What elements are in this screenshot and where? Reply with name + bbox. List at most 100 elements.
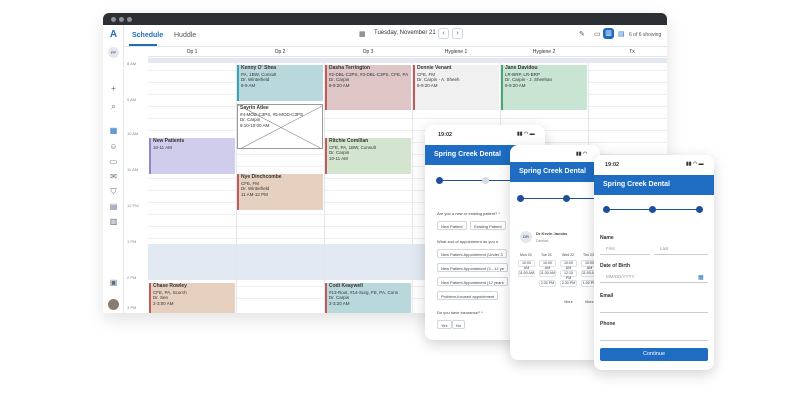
progress-step <box>482 177 489 184</box>
appointment-detail: 8-9:20 AM <box>417 82 438 88</box>
time-label: 3 PM <box>127 305 137 310</box>
progress-step <box>563 195 570 202</box>
column-header: Op 3 <box>362 49 374 55</box>
phone-header: Spring Creek Dental <box>510 162 600 182</box>
appointment-card[interactable]: Codi Keaywell #13-Root, #14-Surg, FE, PA… <box>325 283 411 313</box>
appointment-detail: 9:10-10:00 AM <box>240 122 270 128</box>
appointment-card[interactable]: New Patients 10-11 AM <box>149 138 235 174</box>
screen-icon[interactable]: ▣ <box>109 278 118 287</box>
doctor-role: Dentist <box>536 238 549 243</box>
appointment-option[interactable]: New Patient Appointment (12 years <box>437 277 508 286</box>
continue-button[interactable]: Continue <box>600 348 708 361</box>
column-header: Op 1 <box>186 49 198 55</box>
phone-mockup-3: 19:02 ▮▮ ◠ ▬ Spring Creek Dental Name Fir… <box>594 155 714 370</box>
schedule-grid: Kenny O' Shea PA, 1BW, Consult Dr. Winte… <box>148 58 667 313</box>
appointment-card[interactable]: Dasha Terrington #2-DBL-C3PS, #3-DBL-C3P… <box>325 65 411 110</box>
chat-icon[interactable]: ▭ <box>109 157 118 166</box>
appointment-option[interactable]: Problem-focused appointment <box>437 291 499 300</box>
phone-mockup-2: ▮▮ ◠ Spring Creek Dental DR Dr Kevin Jac… <box>510 145 600 360</box>
appointment-name: Kenny O' Shea <box>241 65 277 71</box>
appointment-card[interactable]: Chase Rowley CFE, PA, Scorch Dr. Sen 2-3… <box>149 283 235 313</box>
chart-icon[interactable]: ▥ <box>109 217 118 226</box>
more-link[interactable]: More <box>564 300 573 304</box>
tab-schedule[interactable]: Schedule <box>132 32 164 39</box>
email-field[interactable] <box>600 301 708 313</box>
calendar-icon[interactable]: ▦ <box>359 31 366 38</box>
time-slot[interactable]: 11:30 AM <box>539 270 556 277</box>
add-icon[interactable]: + <box>111 84 116 93</box>
date-label[interactable]: Tuesday, November 21 <box>374 30 436 36</box>
cancelled-cross-icon <box>238 105 322 148</box>
progress-step <box>517 195 524 202</box>
existing-patient-option[interactable]: Existing Patient <box>470 221 506 230</box>
progress-line <box>520 198 600 199</box>
status-bar: 19:02 ▮▮ ◠ ▬ <box>425 125 545 139</box>
mail-icon[interactable]: ✉ <box>110 172 117 181</box>
appointment-detail: LR-BRP, LR-BRP <box>505 71 540 77</box>
progress-step <box>436 177 443 184</box>
status-time: 19:02 <box>605 162 620 168</box>
tab-huddle[interactable]: Huddle <box>174 32 197 39</box>
appointment-card[interactable]: Nye Dinchcombe CFE, FM Dr. Winterfield 1… <box>237 174 323 210</box>
status-bar: 19:02 ▮▮ ◠ ▬ <box>594 155 714 169</box>
time-label: 12 PM <box>127 203 139 208</box>
dob-field[interactable]: MM/DD/YYYY <box>600 271 708 283</box>
time-slot[interactable]: 10:00 AM <box>518 260 535 270</box>
signal-icon: ▮▮ ◠ ▬ <box>686 161 704 167</box>
app-logo-icon[interactable]: A <box>109 29 118 40</box>
time-slot[interactable]: 2:30 PM <box>539 280 556 287</box>
appointment-card[interactable]: Kenny O' Shea PA, 1BW, Consult Dr. Winte… <box>237 65 323 101</box>
first-name-field[interactable]: First <box>600 243 650 255</box>
progress-step <box>696 206 703 213</box>
shield-icon[interactable]: ⛉ <box>110 186 117 196</box>
window-dot[interactable] <box>119 17 124 22</box>
search-icon[interactable]: ⌕ <box>111 101 116 111</box>
columns-view-button[interactable]: ▥ <box>603 28 614 39</box>
time-label: 2 PM <box>127 275 137 280</box>
print-icon[interactable]: ▤ <box>618 31 625 38</box>
appointment-detail: 8-9:20 AM <box>329 82 350 88</box>
edit-icon[interactable]: ✎ <box>579 31 585 38</box>
more-link[interactable]: More <box>585 300 594 304</box>
appointment-detail: #2-DBL-C3PS, #3-DBL-C3PS, CFE, PA <box>329 71 409 77</box>
calendar-icon[interactable]: ▦ <box>109 126 118 135</box>
clipboard-icon[interactable]: ▤ <box>109 202 118 211</box>
new-patient-option[interactable]: New Patient <box>437 221 467 230</box>
user-avatar[interactable] <box>108 299 119 310</box>
appointment-detail: Dr. Winterfield <box>241 186 270 191</box>
phone-label: Phone <box>600 321 616 327</box>
column-headers: Op 1 Op 2 Op 3 Hygiene 1 Hygiene 2 Tx <box>148 47 667 57</box>
phone-field[interactable] <box>600 329 708 341</box>
appointment-detail: Dr. Winterfield <box>241 77 270 82</box>
appointment-card-cancelled[interactable]: Sayrin Atlee #4-MOD-C3PS, #5-MOD-C3PS Dr… <box>237 104 323 149</box>
question-label: What sort of appointment do you n <box>437 239 499 244</box>
appointment-option[interactable]: New Patient Appointment (Under 3 <box>437 249 507 258</box>
window-dot[interactable] <box>111 17 116 22</box>
time-slot[interactable]: 11:00 AM <box>518 270 535 277</box>
next-day-button[interactable]: › <box>452 28 463 39</box>
appointment-detail: 10-11 AM <box>329 155 348 161</box>
doctor-name: Dr Kevin Jacobs <box>536 231 568 236</box>
time-slot[interactable]: 10:00 AM <box>539 260 556 270</box>
patients-icon[interactable]: ☺ <box>109 142 118 151</box>
time-slot[interactable]: 12:15 PM <box>560 270 577 280</box>
calendar-icon[interactable]: ▦ <box>698 275 704 281</box>
avatar[interactable]: FP <box>108 47 119 58</box>
dob-label: Date of Birth <box>600 263 630 269</box>
appointment-card[interactable]: Jane Davidou LR-BRP, LR-BRP Dr. Carpin -… <box>501 65 587 110</box>
inbox-icon[interactable]: ▭ <box>594 31 601 38</box>
insurance-no-option[interactable]: No <box>452 320 466 329</box>
prev-day-button[interactable]: ‹ <box>438 28 449 39</box>
appointment-detail: Dr. Carpin <box>240 117 261 122</box>
insurance-yes-option[interactable]: Yes <box>437 320 452 329</box>
appointment-name: Chase Rowley <box>153 283 187 289</box>
name-label: Name <box>600 235 614 241</box>
time-slot[interactable]: 10:00 AM <box>560 260 577 270</box>
appointment-option[interactable]: New Patient Appointment (3 - 12 ye <box>437 263 508 272</box>
appointment-card[interactable]: Ritchie Comillan CFE, PA, 1BW, Consult D… <box>325 138 411 174</box>
window-dot[interactable] <box>127 17 132 22</box>
showing-count[interactable]: 6 of 6 showing <box>629 32 662 38</box>
time-slot[interactable]: 2:30 PM <box>560 280 577 287</box>
last-name-field[interactable]: Last <box>654 243 708 255</box>
appointment-card[interactable]: Dennie Venant CFE, FM Dr. Carpin - A. Sh… <box>413 65 499 110</box>
